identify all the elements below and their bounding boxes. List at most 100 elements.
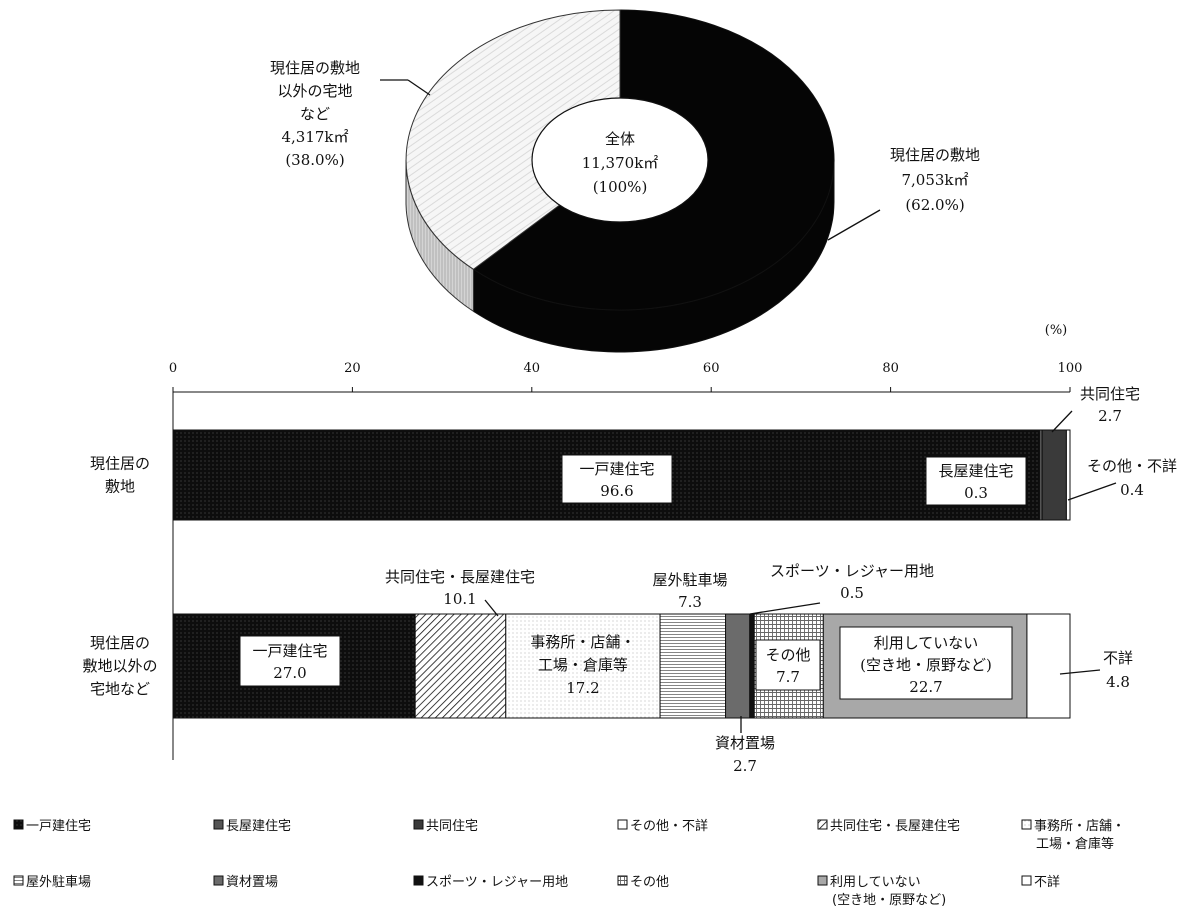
legend-label-chushajo-0: 屋外駐車場 — [26, 875, 91, 890]
label-row0-ikko-line-0: 一戸建住宅 — [579, 460, 654, 478]
legend-label-riyo_nashi-0: 利用していない — [830, 875, 921, 890]
x-tick-label-100: 100 — [1058, 361, 1083, 376]
stacked-bar-chart: (%)0 20 40 60 80 100現住居の敷地現住居の敷地以外の宅地など一戸建住宅9… — [82, 323, 1177, 775]
label-row0-kyodo-line-0: 共同住宅 — [1080, 385, 1140, 403]
legend-label-kyodo_nagaya-0: 共同住宅・長屋建住宅 — [830, 819, 960, 834]
legend-label-jimusho-1: 工場・倉庫等 — [1036, 836, 1114, 852]
legend-label-nagaya-0: 長屋建住宅 — [226, 819, 291, 834]
label-box-row0-nagaya — [925, 456, 1027, 506]
label-box-row1-riyo-nashi — [839, 626, 1013, 700]
x-tick-label-0: 0 — [169, 361, 177, 376]
pie-center-label-line-2: (100%) — [593, 178, 648, 196]
leader-row0-kyodo — [1051, 410, 1073, 433]
label-row0-sonota-fusho-line-0: その他・不詳 — [1087, 457, 1177, 475]
pie-label-other-land-line-3: 4,317k㎡ — [281, 128, 348, 146]
pie-label-current-residence-line-1: 7,053k㎡ — [901, 171, 968, 189]
pie-center-ellipse — [531, 97, 709, 223]
leader-row1-kyodo-nagaya — [484, 599, 499, 617]
label-row0-kyodo-line-1: 2.7 — [1098, 407, 1122, 425]
label-row1-jimusho-line-1: 工場・倉庫等 — [538, 656, 628, 674]
label-row1-riyo-nashi-line-1: (空き地・原野など) — [860, 656, 992, 674]
leader-row0-sonota-fusho — [1067, 482, 1117, 501]
label-row1-fusho-line-0: 不詳 — [1103, 649, 1133, 667]
category-label-0-line-0: 現住居の — [90, 455, 150, 473]
legend-label-riyo_nashi-1: (空き地・原野など) — [832, 893, 946, 908]
label-row0-nagaya-line-0: 長屋建住宅 — [938, 462, 1013, 480]
label-row1-shizai-line-0: 資材置場 — [715, 734, 775, 752]
legend-label-ikko-0: 一戸建住宅 — [26, 819, 91, 834]
legend-label-sonota_fusho-0: その他・不詳 — [630, 818, 708, 834]
label-box-row1-sonota — [755, 639, 821, 691]
pie-label-current-residence-line-2: (62.0%) — [905, 196, 964, 214]
bar-0-segment-sonota_fusho — [1065, 429, 1071, 521]
category-label-1-line-0: 現住居の — [90, 634, 150, 652]
label-row1-riyo-nashi-line-0: 利用していない — [874, 634, 979, 652]
label-row1-jimusho-line-0: 事務所・店舗・ — [530, 633, 635, 651]
legend-swatch-jimusho — [1021, 819, 1032, 830]
legend-label-jimusho-0: 事務所・店舗・ — [1034, 819, 1125, 834]
legend-label-kyodo-0: 共同住宅 — [426, 819, 478, 834]
legend-swatch-sports — [413, 875, 424, 886]
leader-row1-sports — [749, 602, 821, 615]
legend-label-shizai-0: 資材置場 — [226, 875, 278, 890]
pie-label-other-land-line-0: 現住居の敷地 — [270, 59, 360, 77]
bar-1-segment-shizai — [725, 613, 751, 719]
bar-1-segment-fusho — [1026, 613, 1071, 719]
label-row1-kyodo-nagaya-line-1: 10.1 — [443, 590, 476, 608]
legend-label-fusho-0: 不詳 — [1034, 874, 1060, 890]
label-row1-kyodo-nagaya-line-0: 共同住宅・長屋建住宅 — [385, 568, 535, 586]
label-box-row1-ikko — [239, 635, 341, 687]
bar-1-segment-chushajo — [659, 613, 727, 719]
legend-label-sports-0: スポーツ・レジャー用地 — [426, 875, 568, 890]
pie-label-current-residence-line-0: 現住居の敷地 — [890, 146, 980, 164]
category-label-0-line-1: 敷地 — [105, 478, 135, 496]
pie-center-label-line-1: 11,370k㎡ — [582, 154, 659, 172]
label-row1-sports-line-1: 0.5 — [840, 584, 864, 602]
pie-center-label-line-0: 全体 — [605, 130, 635, 148]
pie-chart: 全体 11,370k㎡ (100%) 現住居の敷地 7,053k㎡ (62.0%) 現住居の… — [270, 9, 980, 353]
label-row1-fusho-line-1: 4.8 — [1106, 673, 1130, 691]
pie-label-other-land-line-1: 以外の宅地 — [277, 82, 352, 100]
x-tick-label-40: 40 — [524, 361, 541, 376]
bar-1-segment-sports — [749, 613, 755, 719]
label-row1-shizai-line-1: 2.7 — [733, 757, 757, 775]
category-label-1-line-1: 敷地以外の — [82, 657, 157, 675]
legend-swatch-riyo_nashi — [817, 875, 828, 886]
pie-label-other-land-line-4: (38.0%) — [285, 151, 344, 169]
x-tick-label-60: 60 — [703, 361, 720, 376]
legend-swatch-shizai — [213, 875, 224, 886]
unit-label: (%) — [1045, 323, 1068, 338]
bar-1-segment-jimusho — [505, 613, 661, 719]
label-row1-riyo-nashi-line-2: 22.7 — [909, 678, 942, 696]
label-row1-sonota-line-1: 7.7 — [776, 668, 800, 686]
x-tick-label-20: 20 — [344, 361, 361, 376]
legend: 一戸建住宅 長屋建住宅 共同住宅 その他・不詳 共同住宅・長屋建住宅 事務所・店舗・工場・… — [13, 818, 1125, 908]
legend-swatch-fusho — [1021, 875, 1032, 886]
category-label-1-line-2: 宅地など — [90, 680, 150, 698]
legend-swatch-kyodo_nagaya — [817, 819, 828, 830]
pie-leader-current-residence — [827, 209, 881, 241]
legend-swatch-kyodo — [413, 819, 424, 830]
leader-row1-fusho — [1059, 669, 1101, 675]
bar-0-segment-kyodo — [1041, 429, 1067, 521]
label-row1-chushajo-line-1: 7.3 — [678, 593, 702, 611]
label-row1-sonota-line-0: その他 — [765, 646, 810, 664]
legend-swatch-sonota_fusho — [617, 819, 628, 830]
label-row1-ikko-line-1: 27.0 — [273, 664, 306, 682]
legend-label-sonota-0: その他 — [630, 875, 669, 890]
pie-slice-other-land — [405, 9, 621, 270]
label-row1-jimusho-line-2: 17.2 — [566, 679, 599, 697]
label-row1-chushajo-line-0: 屋外駐車場 — [652, 571, 727, 589]
label-row0-nagaya-line-1: 0.3 — [964, 484, 988, 502]
label-row0-sonota-fusho-line-1: 0.4 — [1120, 481, 1144, 499]
legend-swatch-ikko — [13, 819, 24, 830]
label-row0-ikko-line-1: 96.6 — [600, 482, 633, 500]
x-tick-label-80: 80 — [882, 361, 899, 376]
legend-swatch-sonota — [617, 875, 628, 886]
pie-leader-other-land — [407, 79, 431, 96]
label-row1-ikko-line-0: 一戸建住宅 — [252, 642, 327, 660]
bar-1-segment-kyodo_nagaya — [414, 613, 507, 719]
legend-swatch-nagaya — [213, 819, 224, 830]
label-row1-sports-line-0: スポーツ・レジャー用地 — [770, 562, 934, 580]
